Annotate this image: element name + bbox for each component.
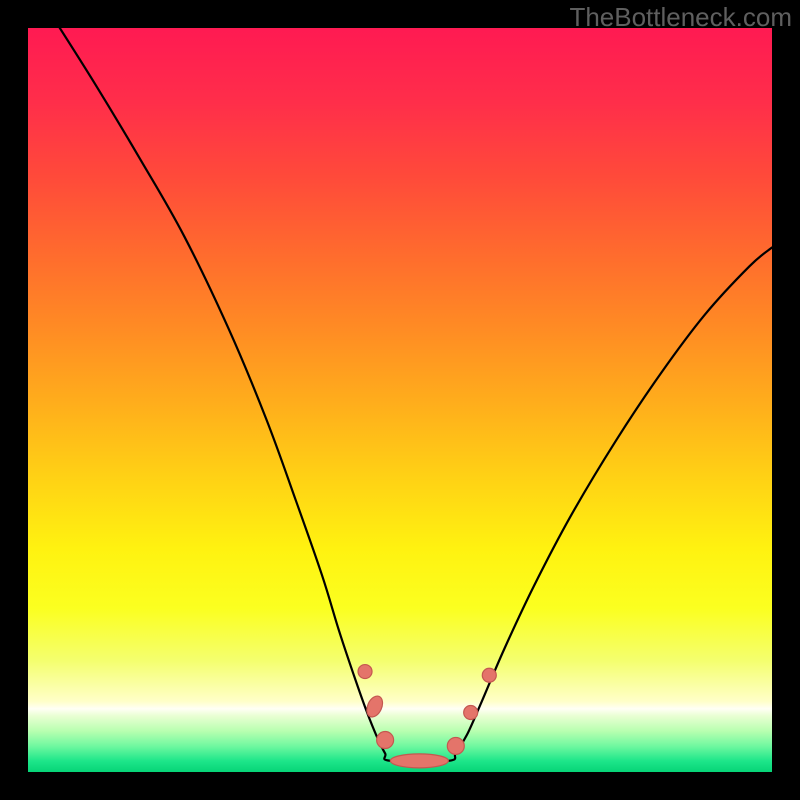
watermark-text: TheBottleneck.com — [569, 2, 792, 33]
chart-stage: TheBottleneck.com — [0, 0, 800, 800]
curve-marker — [390, 754, 448, 768]
curve-marker — [447, 737, 464, 754]
bottleneck-chart — [0, 0, 800, 800]
curve-marker — [377, 732, 394, 749]
curve-marker — [464, 705, 478, 719]
curve-marker — [358, 665, 372, 679]
gradient-panel — [28, 28, 772, 772]
curve-marker — [482, 668, 496, 682]
